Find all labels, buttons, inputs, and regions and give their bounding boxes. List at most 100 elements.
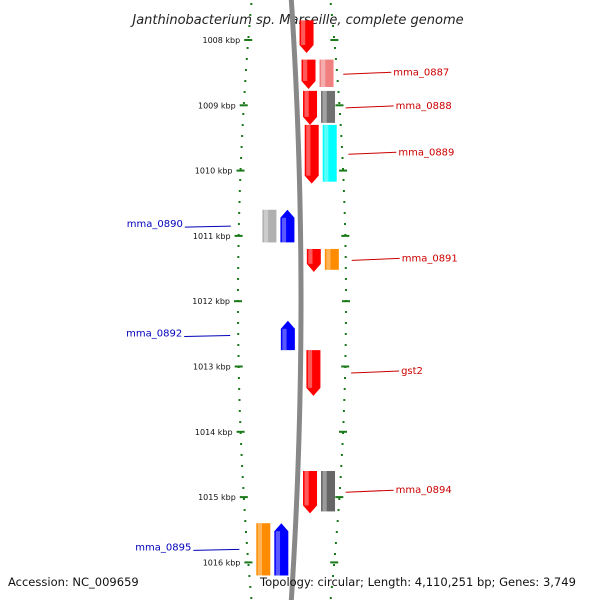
minor-tick — [342, 421, 345, 423]
minor-tick — [250, 3, 253, 5]
minor-tick — [237, 256, 240, 258]
minor-tick — [343, 388, 346, 390]
major-tick — [341, 234, 350, 237]
gene-label-mma_0894[interactable]: mma_0894 — [396, 485, 452, 496]
minor-tick — [338, 102, 341, 104]
cds-reverse-arrow — [280, 209, 295, 243]
label-leader-line — [351, 370, 400, 374]
feature-highlight — [304, 470, 309, 506]
feature-highlight — [324, 124, 329, 182]
cds-forward-arrow — [303, 470, 318, 514]
major-tick — [335, 496, 344, 499]
minor-tick — [246, 553, 249, 555]
major-tick — [239, 496, 248, 499]
minor-tick — [239, 432, 242, 434]
minor-tick — [245, 542, 248, 544]
blast-hit-block — [324, 248, 339, 270]
blast-hit-block — [319, 59, 334, 87]
label-leader-line — [343, 71, 392, 75]
label-leader-line — [184, 225, 231, 228]
feature-highlight — [275, 531, 281, 576]
cds-forward-arrow — [306, 248, 321, 272]
feature-highlight — [303, 59, 308, 81]
cds-forward-arrow — [301, 59, 316, 89]
minor-tick — [237, 322, 240, 324]
minor-tick — [248, 575, 251, 577]
feature-highlight — [281, 217, 287, 243]
minor-tick — [344, 223, 346, 225]
genome-backbone — [288, 0, 304, 600]
major-tick — [236, 169, 245, 172]
major-tick — [330, 561, 339, 564]
blast-hit-block — [322, 124, 337, 182]
minor-tick — [244, 520, 247, 522]
minor-tick — [248, 25, 251, 27]
minor-tick — [246, 47, 249, 49]
tick-label: 1011 kbp — [193, 232, 231, 241]
minor-tick — [339, 476, 342, 478]
minor-tick — [245, 58, 248, 60]
major-tick — [244, 39, 253, 41]
feature-highlight — [301, 20, 306, 46]
minor-tick — [335, 531, 338, 533]
minor-tick — [344, 278, 347, 280]
gene-label-mma_0891[interactable]: mma_0891 — [402, 253, 458, 264]
minor-tick — [247, 36, 250, 38]
minor-tick — [340, 465, 343, 467]
minor-tick — [240, 443, 243, 445]
axis-ticks: 1008 kbp 1009 kbp 1010 kbp 1011 kbp 1012 kbp… — [192, 3, 350, 599]
blast-hit-block — [321, 90, 336, 123]
minor-tick — [241, 135, 244, 137]
feature-highlight — [307, 350, 313, 388]
minor-tick — [343, 201, 346, 203]
minor-tick — [250, 597, 253, 599]
feature-highlight — [322, 470, 327, 512]
gene-label-mma_0892[interactable]: mma_0892 — [126, 328, 182, 339]
major-tick — [339, 169, 348, 172]
minor-tick — [342, 179, 345, 181]
blast-hit-block — [256, 523, 271, 576]
tick-label: 1016 kbp — [203, 558, 241, 567]
gene-label-mma_0888[interactable]: mma_0888 — [396, 101, 452, 112]
major-tick — [236, 430, 245, 433]
major-tick — [234, 234, 243, 237]
gene-label-gst2[interactable]: gst2 — [401, 366, 423, 377]
minor-tick — [344, 256, 347, 258]
accession-text: Accession: NC_009659 — [8, 575, 139, 589]
minor-tick — [334, 58, 337, 60]
minor-tick — [238, 410, 241, 412]
feature-highlight — [308, 248, 313, 264]
major-tick — [339, 430, 347, 433]
major-tick — [244, 561, 253, 564]
minor-tick — [341, 157, 344, 159]
minor-tick — [337, 509, 340, 511]
major-tick — [330, 39, 339, 41]
cds-forward-arrow — [299, 20, 314, 54]
feature-highlight — [321, 59, 326, 87]
minor-tick — [240, 157, 243, 159]
blast-hit-block — [262, 209, 277, 243]
gene-label-mma_0889[interactable]: mma_0889 — [398, 147, 454, 158]
minor-tick — [242, 102, 245, 104]
minor-tick — [238, 201, 241, 203]
label-leader-line — [351, 257, 400, 261]
minor-tick — [239, 168, 242, 170]
minor-tick — [237, 355, 240, 357]
minor-tick — [339, 113, 341, 115]
minor-tick — [237, 377, 240, 379]
minor-tick — [334, 553, 336, 555]
gene-label-mma_0887[interactable]: mma_0887 — [393, 67, 449, 78]
gene-label-mma_0890[interactable]: mma_0890 — [127, 219, 183, 230]
gene-label-mma_0895[interactable]: mma_0895 — [135, 542, 191, 553]
minor-tick — [241, 124, 244, 126]
minor-tick — [237, 223, 240, 225]
label-leader-line — [184, 334, 231, 337]
minor-tick — [330, 14, 333, 16]
major-tick — [234, 365, 243, 368]
minor-tick — [344, 245, 347, 247]
minor-tick — [239, 421, 242, 423]
tick-label: 1009 kbp — [198, 101, 236, 110]
minor-tick — [330, 586, 333, 588]
minor-tick — [332, 575, 334, 577]
